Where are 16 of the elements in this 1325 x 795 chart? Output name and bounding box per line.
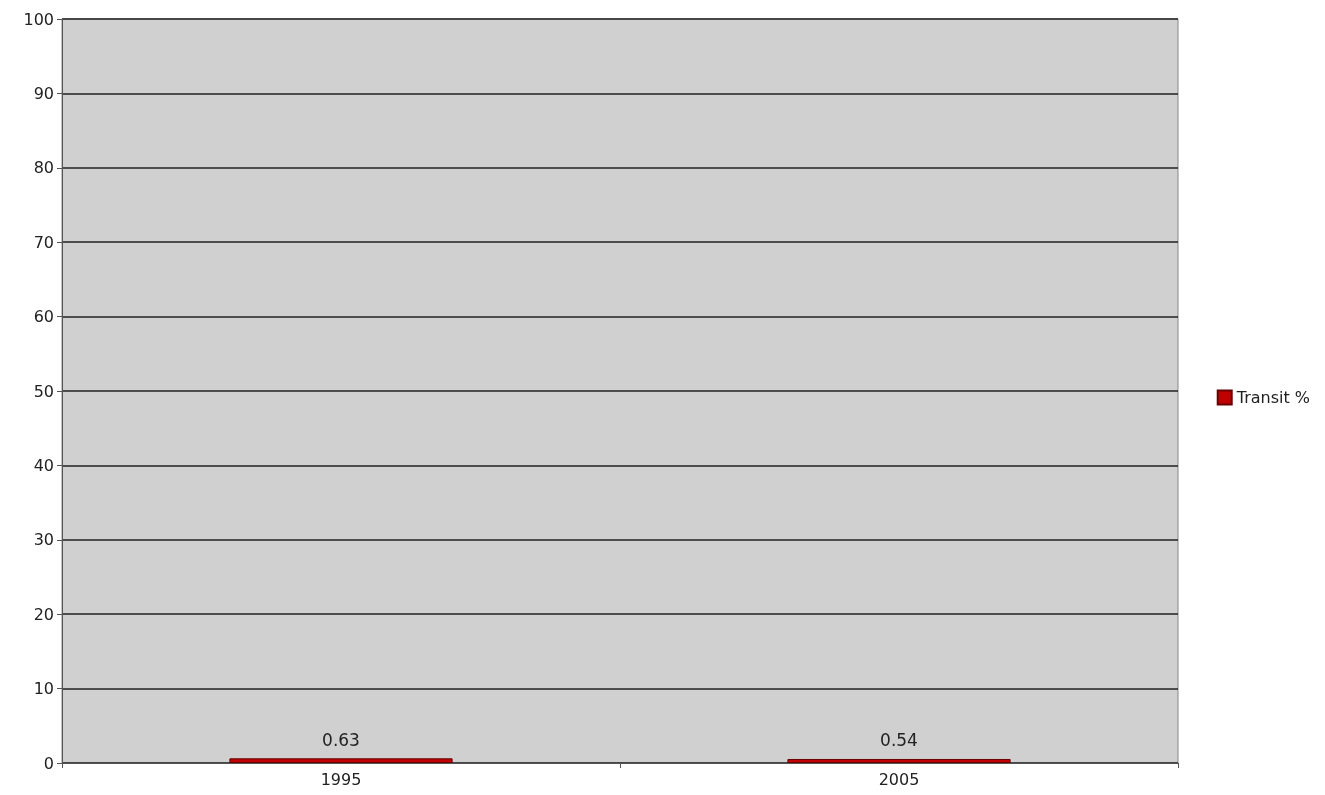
y-tick-label: 50 [33,381,54,401]
y-tick-label: 20 [33,604,54,624]
y-tick-label: 100 [23,9,54,29]
y-tick-label: 40 [33,455,54,475]
legend-label: Transit % [1235,388,1311,407]
y-tick-label: 10 [33,679,54,699]
x-tick-label: 1995 [320,769,362,789]
y-tick-label: 90 [33,83,54,103]
y-tick-label: 30 [33,530,54,550]
y-tick-label: 80 [33,158,54,178]
data-label: 0.63 [322,729,360,750]
y-tick-label: 60 [33,307,54,327]
x-tick-label: 2005 [878,769,920,789]
y-tick-label: 70 [33,232,54,252]
data-label: 0.54 [880,730,918,751]
y-tick-label: 0 [43,753,54,773]
